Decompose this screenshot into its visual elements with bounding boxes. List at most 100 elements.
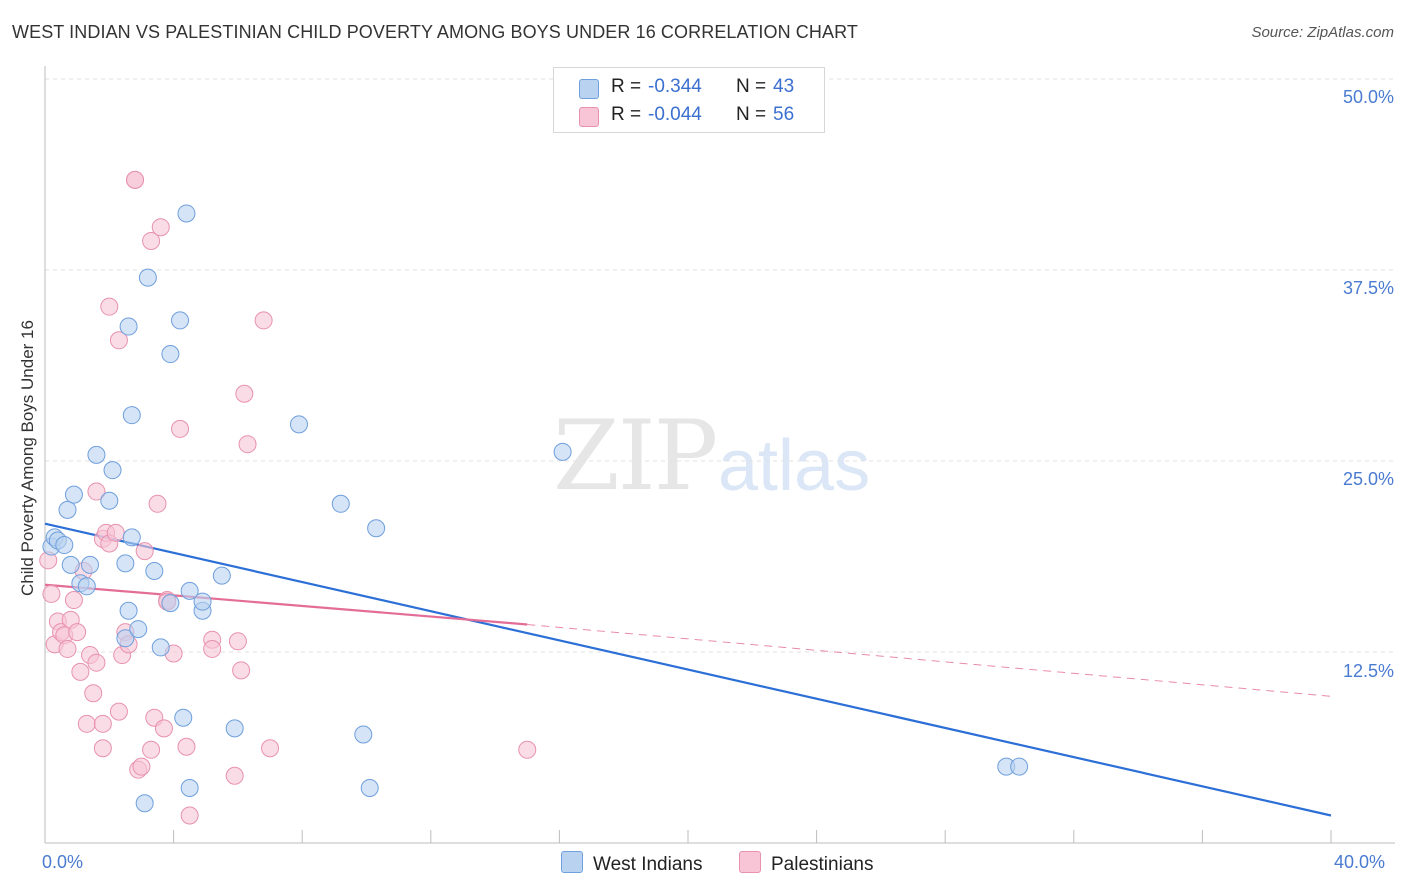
palestinians-point: [235, 384, 254, 403]
palestinians-trendline-extension: [527, 623, 1332, 697]
west-indians-point: [331, 494, 350, 513]
palestinians-point: [135, 542, 154, 561]
watermark-zip: ZIP: [553, 400, 718, 512]
palestinians-point: [151, 218, 170, 237]
trendlines: [44, 522, 1332, 817]
palestinians-point: [148, 494, 167, 513]
west-indians-point: [119, 601, 138, 620]
legend-n-label: N =: [736, 104, 767, 125]
west-indians-point: [212, 566, 231, 585]
west-indians-point: [77, 577, 96, 596]
axes: [44, 66, 1395, 844]
palestinians-point: [71, 662, 90, 681]
west-indians-point: [87, 445, 106, 464]
west-indians-point: [1010, 757, 1029, 776]
palestinians-point: [518, 740, 537, 759]
palestinians-point: [132, 757, 151, 776]
palestinians-point: [228, 632, 247, 651]
palestinians-point: [64, 591, 83, 610]
west-indians-swatch: [561, 851, 583, 873]
palestinians-point: [106, 523, 125, 542]
palestinians-point: [232, 661, 251, 680]
bottom-legend-west-indians-label: West Indians: [593, 854, 703, 875]
west-indians-point: [354, 725, 373, 744]
west-indians-point: [225, 719, 244, 738]
palestinians-point: [142, 231, 161, 250]
west-indians-point: [64, 485, 83, 504]
palestinians-point: [225, 766, 244, 785]
palestinians-point: [180, 806, 199, 825]
palestinians-trendline: [44, 583, 528, 626]
west-indians-point: [367, 519, 386, 538]
palestinians-point: [171, 419, 190, 438]
west-indians-point: [171, 311, 190, 330]
y-tick-label-50: 50.0%: [1342, 87, 1394, 107]
palestinians-point: [100, 297, 119, 316]
west-indians-point: [289, 415, 308, 434]
west-indians-swatch: [579, 79, 599, 99]
west-indians-n-value: 43: [773, 76, 795, 97]
watermark-atlas: atlas: [718, 426, 871, 506]
west-indians-point: [122, 406, 141, 425]
grid-lines: [45, 78, 1395, 653]
palestinians-swatch: [579, 107, 599, 127]
west-indians-point: [119, 317, 138, 336]
west-indians-point: [360, 778, 379, 797]
west-indians-point: [100, 491, 119, 510]
bottom-legend-palestinians[interactable]: Palestinians: [739, 851, 873, 876]
palestinians-point: [87, 482, 106, 501]
correlation-legend: R = -0.344 N = 43 R = -0.044 N = 56: [553, 67, 825, 133]
x-tick-label-0: 0.0%: [42, 852, 84, 872]
legend-r-label: R =: [611, 104, 642, 125]
palestinians-point: [254, 311, 273, 330]
palestinians-point: [238, 435, 257, 454]
west-indians-point: [129, 620, 148, 639]
palestinians-point: [154, 719, 173, 738]
bottom-legend-west-indians[interactable]: West Indians: [561, 851, 702, 876]
y-axis-label: Child Poverty Among Boys Under 16: [18, 320, 37, 596]
west-indians-point: [180, 581, 199, 600]
west-indians-point: [145, 562, 164, 581]
west-indians-point: [553, 442, 572, 461]
palestinians-point: [203, 639, 222, 658]
palestinians-point: [109, 331, 128, 350]
source-label: Source: ZipAtlas.com: [1251, 24, 1394, 41]
west-indians-point: [58, 500, 77, 519]
west-indians-point: [161, 345, 180, 364]
west-indians-point: [138, 268, 157, 287]
palestinians-point: [42, 584, 61, 603]
palestinians-point: [142, 740, 161, 759]
legend-r-label: R =: [611, 76, 642, 97]
palestinians-point: [261, 739, 280, 758]
palestinians-point: [87, 653, 106, 672]
legend-n-label: N =: [736, 76, 767, 97]
west-indians-trendline: [44, 522, 1332, 817]
palestinians-point: [68, 623, 87, 642]
west-indians-point: [193, 592, 212, 611]
palestinians-point: [93, 739, 112, 758]
west-indians-point: [174, 708, 193, 727]
palestinians-point: [126, 170, 145, 189]
palestinians-r-value: -0.044: [648, 104, 702, 125]
data-points: [39, 170, 1029, 825]
y-tick-label-37-5: 37.5%: [1342, 278, 1394, 298]
y-tick-label-25: 25.0%: [1342, 469, 1394, 489]
palestinians-point: [93, 714, 112, 733]
west-indians-point: [61, 555, 80, 574]
palestinians-n-value: 56: [773, 104, 795, 125]
palestinians-point: [177, 737, 196, 756]
palestinians-swatch: [739, 851, 761, 873]
west-indians-point: [116, 629, 135, 648]
west-indians-point: [116, 554, 135, 573]
palestinians-point: [58, 639, 77, 658]
x-tick-label-40: 40.0%: [1334, 852, 1386, 872]
west-indians-point: [135, 794, 154, 813]
palestinians-point: [77, 714, 96, 733]
west-indians-point: [177, 204, 196, 223]
west-indians-point: [55, 536, 74, 555]
west-indians-point: [151, 638, 170, 657]
west-indians-point: [122, 528, 141, 547]
chart-title: WEST INDIAN VS PALESTINIAN CHILD POVERTY…: [12, 22, 858, 42]
palestinians-point: [109, 702, 128, 721]
